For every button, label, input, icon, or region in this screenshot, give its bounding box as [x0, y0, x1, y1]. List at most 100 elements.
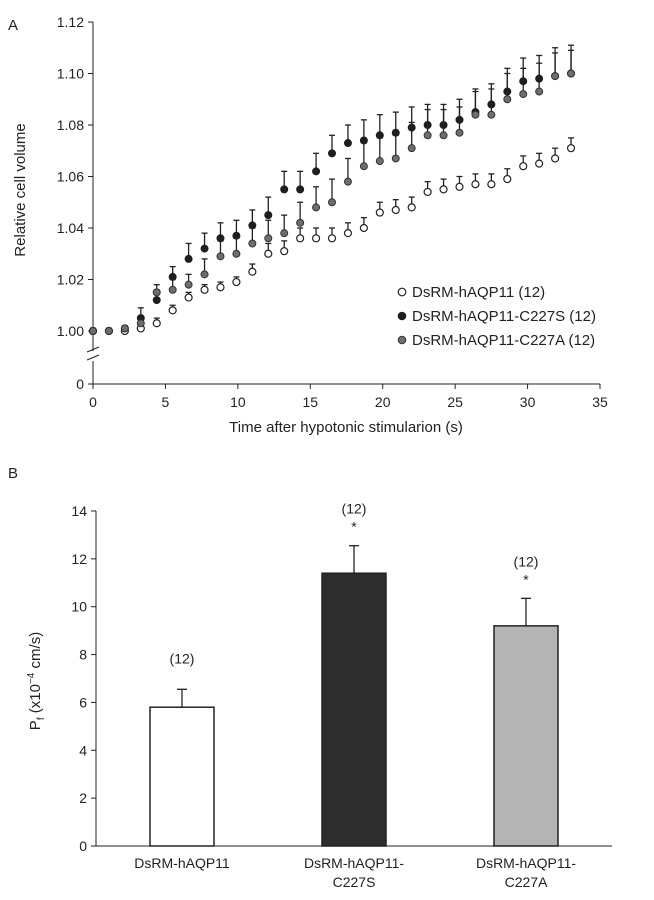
data-point [439, 185, 448, 194]
data-point [328, 198, 337, 207]
data-point [152, 288, 161, 297]
panel-a-letter: A [8, 17, 18, 34]
data-point [343, 229, 353, 238]
data-point [375, 208, 384, 217]
significance-marker: * [523, 571, 529, 587]
data-point [232, 277, 241, 287]
data-point [503, 174, 512, 184]
data-point [551, 72, 560, 81]
data-point [136, 319, 145, 328]
legend-marker [397, 311, 407, 321]
data-point [423, 131, 432, 140]
data-point [312, 203, 321, 212]
data-point [264, 211, 273, 220]
data-point [216, 283, 225, 292]
data-point [248, 267, 257, 276]
y-tick-label: 1.08 [57, 117, 84, 133]
data-point [200, 270, 209, 279]
data-point [296, 185, 305, 194]
y-axis-label: Pf (x10−4 cm/s) [26, 632, 47, 730]
y-axis-label: Relative cell volume [12, 123, 29, 256]
legend-label: DsRM-hAQP11-C227S (12) [412, 308, 596, 325]
data-point [566, 144, 576, 153]
y-tick-label: 1.06 [57, 169, 84, 185]
x-tick-label: 15 [302, 394, 318, 410]
data-point [296, 218, 305, 227]
panel-b-chart: 0 2 4 6 8 10 12 14 Pf (x10−4 cm/s) (12) DsRM-hAQP1… [26, 501, 612, 890]
x-tick-label: 30 [520, 394, 536, 410]
data-point [168, 285, 177, 294]
data-point [216, 252, 225, 261]
data-point [343, 177, 352, 186]
data-point [519, 90, 528, 99]
data-point [343, 139, 352, 148]
data-point [104, 327, 113, 335]
data-point [296, 234, 305, 243]
sample-size-label: (12) [170, 650, 195, 666]
data-point [200, 244, 209, 253]
legend-label: DsRM-hAQP11 (12) [412, 284, 545, 301]
y-tick-label: 0 [79, 838, 87, 854]
axis-break-mark [86, 354, 100, 361]
data-point [152, 296, 161, 305]
panel-a-chart: 0 1.00 1.02 1.04 1.06 1.08 1.10 1.12 0 5 10 15 20 25 3… [12, 14, 608, 436]
data-point [168, 306, 177, 315]
data-point [327, 234, 337, 243]
data-point [550, 154, 560, 163]
data-point [535, 87, 544, 96]
legend-marker [397, 335, 407, 345]
series-3 [89, 44, 576, 335]
y-tick-label: 4 [79, 742, 87, 758]
category-label: DsRM-hAQP11- [304, 855, 404, 871]
bar [149, 706, 215, 847]
panel-b-letter: B [8, 465, 18, 482]
data-point [503, 95, 512, 104]
data-point [264, 234, 273, 243]
axis-break-mark [86, 346, 100, 353]
data-point [567, 69, 576, 78]
y-tick-label: 1.04 [57, 220, 84, 236]
legend-marker [397, 287, 407, 297]
data-point [391, 154, 400, 163]
category-label: DsRM-hAQP11- [476, 855, 576, 871]
data-point [89, 327, 97, 335]
data-point [328, 149, 337, 158]
y-tick-label: 8 [79, 647, 87, 663]
y-tick-label: 1.10 [57, 66, 84, 82]
series-1 [88, 137, 576, 336]
data-point [519, 162, 528, 171]
data-point [120, 324, 129, 333]
data-point [232, 249, 241, 258]
y-axis-label-part: f [36, 717, 47, 720]
legend-label: DsRM-hAQP11-C227A (12) [412, 332, 595, 349]
data-point [407, 144, 416, 153]
y-tick-label: 1.02 [57, 272, 84, 288]
sample-size-label: (12) [342, 501, 367, 517]
data-point [184, 254, 193, 263]
data-point [391, 205, 400, 215]
y-tick-label: 12 [71, 551, 87, 567]
x-tick-label: 25 [447, 394, 463, 410]
sample-size-label: (12) [514, 553, 539, 569]
significance-marker: * [351, 519, 357, 535]
x-tick-label: 20 [375, 394, 391, 410]
data-point [280, 185, 289, 194]
category-label: DsRM-hAQP11 [134, 855, 230, 871]
data-point [152, 319, 161, 328]
data-point [535, 159, 544, 168]
y-tick-label: 1.12 [57, 14, 84, 30]
y-tick-label: 14 [71, 503, 87, 519]
y-tick-label: 1.00 [57, 323, 84, 339]
data-point [264, 249, 273, 258]
data-point [471, 180, 480, 189]
x-axis-label: Time after hypotonic stimularion (s) [229, 419, 463, 436]
data-point [248, 239, 257, 248]
y-axis-label-part: −4 [26, 672, 37, 684]
data-point [439, 131, 448, 140]
data-point [280, 247, 289, 256]
x-tick-label: 10 [230, 394, 246, 410]
data-point [407, 203, 416, 212]
data-point [455, 128, 464, 137]
data-point [312, 167, 321, 176]
